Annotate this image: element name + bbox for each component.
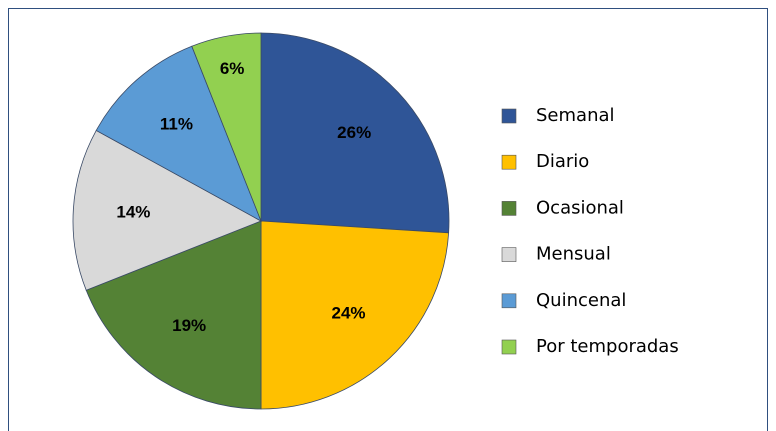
legend-swatch	[501, 293, 517, 309]
legend-label: Quincenal	[536, 290, 626, 311]
data-label: 6%	[220, 59, 245, 78]
legend-swatch	[501, 247, 517, 262]
pie-slice	[260, 220, 450, 410]
legend-label: Por temporadas	[536, 336, 679, 357]
pie-slice	[85, 220, 262, 410]
legend-label: Diario	[536, 151, 589, 172]
data-label: 24%	[331, 304, 365, 323]
data-label: 26%	[337, 123, 371, 142]
legend-label: Semanal	[536, 105, 615, 126]
legend-swatch	[501, 154, 517, 170]
pie-slice	[95, 45, 262, 222]
pie-slice	[72, 129, 262, 291]
data-label: 14%	[116, 202, 150, 221]
legend-swatch	[501, 201, 517, 216]
pie-slice	[260, 32, 450, 234]
legend-label: Mensual	[536, 244, 611, 265]
legend-swatch	[501, 108, 517, 124]
data-label: 11%	[160, 115, 193, 134]
pie-slice	[191, 32, 262, 222]
legend-swatch	[501, 339, 517, 355]
data-label: 19%	[172, 316, 206, 335]
legend-label: Ocasional	[536, 197, 624, 218]
